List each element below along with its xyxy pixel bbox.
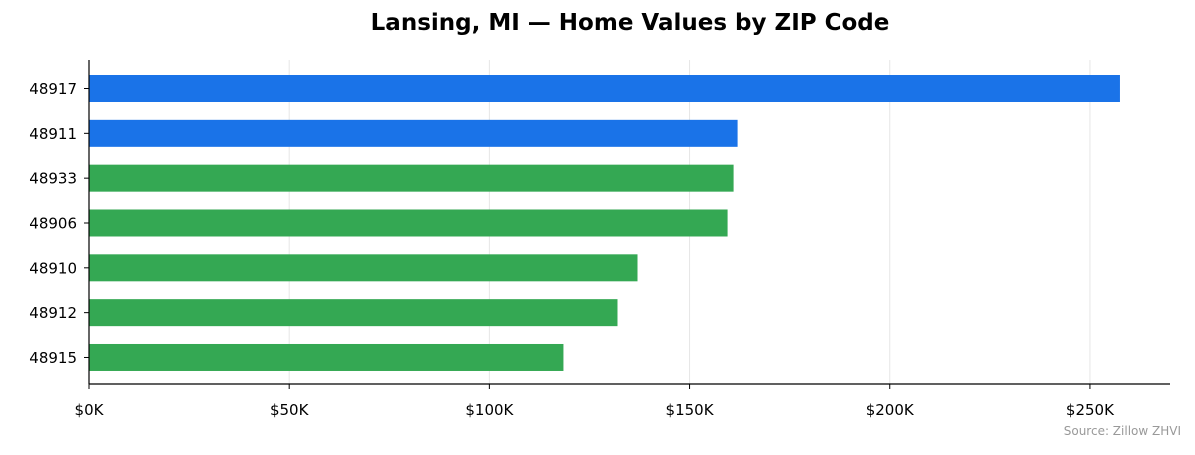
bar-48911 [89,119,738,147]
bar-48906 [89,209,728,237]
bar-48912 [89,299,618,327]
x-tick-label: $250K [1066,401,1115,419]
y-tick-label: 48910 [29,259,77,277]
x-tick-label: $0K [75,401,105,419]
y-tick-labels: 48917 48911 48933 48906 48910 48912 48915 [29,80,77,367]
axes [84,60,1170,389]
chart-title: Lansing, MI — Home Values by ZIP Code [370,10,890,36]
bars [89,75,1120,371]
x-tick-labels: $0K $50K $100K $150K $200K $250K [75,401,1116,419]
y-tick-label: 48933 [29,170,77,188]
bar-48910 [89,254,638,282]
y-tick-label: 48917 [29,80,77,98]
y-tick-label: 48912 [29,304,77,322]
bar-48933 [89,164,734,192]
x-tick-label: $200K [866,401,915,419]
x-tick-label: $50K [270,401,310,419]
bar-48915 [89,343,564,371]
source-note: Source: Zillow ZHVI [1063,424,1181,438]
y-tick-label: 48906 [29,214,77,232]
x-tick-label: $150K [666,401,715,419]
x-tick-label: $100K [465,401,514,419]
bar-48917 [89,75,1120,102]
y-tick-label: 48911 [29,125,77,143]
y-tick-label: 48915 [29,349,77,367]
